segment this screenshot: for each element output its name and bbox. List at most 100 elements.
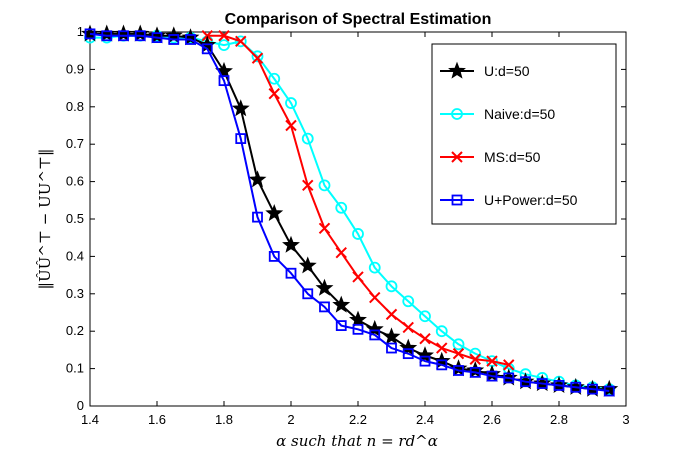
data-point [452,338,465,351]
data-point [352,271,364,283]
data-point [114,24,133,42]
data-point [466,361,485,379]
data-point [248,170,267,188]
data-point [469,366,481,378]
data-point [352,228,364,240]
data-point [449,359,468,377]
data-point [486,355,498,367]
y-tick-label: 0 [77,398,84,413]
data-point [151,32,163,44]
chart-title: Comparison of Spectral Estimation [225,11,492,28]
x-tick-label: 2.2 [349,412,367,427]
data-point [503,372,515,384]
data-point [520,376,531,388]
data-point [101,30,113,42]
x-tick-label: 1.8 [215,412,233,427]
data-point [352,323,364,335]
legend-label: Naive:d=50 [484,106,555,122]
y-tick-label: 0.3 [66,286,84,301]
data-point [298,256,317,274]
x-tick-label: 2 [287,412,294,427]
data-point [218,30,230,42]
data-point [301,132,314,145]
y-tick-label: 0.4 [66,248,84,263]
data-point [416,346,434,364]
data-point [369,329,381,341]
data-point [483,364,501,382]
legend-marker [451,194,463,206]
data-point [251,50,264,63]
data-point [382,327,401,345]
legend-entry: U+Power:d=50 [440,192,578,208]
data-point [419,332,431,345]
data-point [315,278,334,296]
data-point [84,28,96,40]
data-point [365,319,384,337]
x-tick-label: 1.6 [148,412,166,427]
series-x [201,30,515,371]
data-point [285,119,297,132]
data-point [335,201,348,214]
y-tick-label: 0.5 [66,211,84,226]
data-point [486,370,498,382]
y-tick-label: 0.9 [66,61,84,76]
legend-entry: U:d=50 [440,61,530,79]
data-point [335,320,347,331]
x-tick-label: 1.4 [81,412,99,427]
legend-marker [451,108,463,120]
x-tick-label: 2.6 [483,412,501,427]
data-point [402,295,415,308]
data-point [600,379,619,397]
data-point [587,383,598,395]
series-line [89,32,610,393]
data-point [218,75,230,87]
data-point [469,353,481,365]
data-point [402,348,414,360]
data-point [97,24,116,42]
data-point [436,342,448,354]
y-tick-label: 0.1 [66,361,84,376]
data-point [268,88,280,100]
data-point [385,308,398,321]
data-point [181,28,200,46]
data-point [385,280,398,293]
data-point [318,179,331,192]
data-point [148,26,166,44]
y-axis-label: ‖ÛÛ^⊤ − UU^⊤‖ [36,148,54,289]
data-point [399,338,418,356]
data-point [185,34,196,45]
series-square [84,28,615,397]
data-point [553,380,565,391]
data-point [419,310,431,323]
data-point [285,267,297,279]
legend-box [431,43,617,225]
data-point [603,385,615,397]
data-point [503,359,515,371]
data-point [302,288,314,300]
y-tick-label: 0.2 [66,323,84,338]
y-tick-label: 0.8 [66,99,84,114]
data-point [453,365,464,376]
x-tick-label: 3 [622,412,629,427]
data-point [435,325,448,338]
y-tick-label: 1 [77,24,84,39]
data-point [168,34,180,45]
data-point [402,321,414,334]
data-point [332,295,351,313]
data-point [252,211,263,223]
data-point [302,179,314,192]
data-point [118,30,129,42]
data-point [218,39,230,51]
data-point [81,24,99,42]
legend-marker [448,61,466,79]
data-point [436,359,448,371]
data-point [349,310,367,328]
legend-entry: Naive:d=50 [440,106,555,122]
data-point [201,43,213,55]
data-point [319,301,330,313]
legend-marker [451,151,463,163]
data-point [131,24,150,42]
data-point [235,35,247,48]
legend-entry: MS:d=50 [440,149,541,165]
data-point [369,291,381,304]
